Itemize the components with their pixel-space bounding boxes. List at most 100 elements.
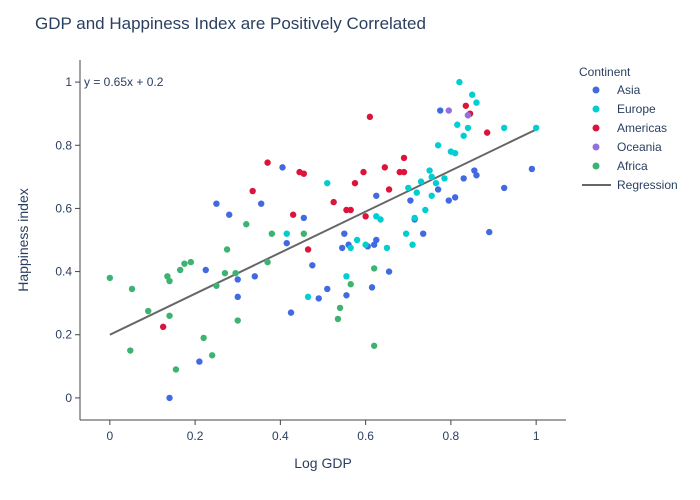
y-tick-label: 0.4 <box>55 265 72 279</box>
point-europe <box>324 179 331 187</box>
y-tick-label: 0.6 <box>55 201 72 215</box>
point-africa <box>370 342 378 349</box>
y-tick-label: 0.8 <box>55 138 72 152</box>
point-oceania <box>464 112 472 119</box>
point-europe <box>362 241 369 248</box>
legend-label-asia: Asia <box>617 83 641 97</box>
point-europe <box>283 230 290 237</box>
point-asia <box>373 236 380 244</box>
point-africa <box>127 347 134 354</box>
point-americas <box>330 198 337 206</box>
point-europe <box>426 167 433 174</box>
legend: Continent Asia Europe Americas Oceania Afric… <box>579 65 678 192</box>
point-africa <box>221 269 229 277</box>
point-africa <box>172 366 180 373</box>
point-africa <box>268 230 276 237</box>
x-axis-title: Log GDP <box>294 455 352 471</box>
point-americas <box>159 323 167 331</box>
point-europe <box>413 189 420 196</box>
point-americas <box>385 186 393 193</box>
point-africa <box>300 230 308 237</box>
point-americas <box>483 129 491 136</box>
point-africa <box>334 315 342 323</box>
point-asia <box>213 200 220 207</box>
point-asia <box>309 262 316 269</box>
point-europe <box>402 230 410 237</box>
point-americas <box>360 168 367 176</box>
x-tick-label: 0.2 <box>187 429 204 443</box>
point-africa <box>208 352 216 359</box>
point-asia <box>373 192 380 199</box>
point-africa <box>106 274 114 282</box>
point-europe <box>456 78 463 86</box>
point-europe <box>417 178 425 185</box>
y-tick-label: 0.2 <box>55 328 72 342</box>
point-americas <box>300 170 308 177</box>
regression-layer <box>109 128 537 336</box>
point-europe <box>383 244 391 252</box>
point-europe <box>343 273 350 280</box>
point-africa <box>176 266 184 274</box>
point-africa <box>264 258 271 266</box>
point-europe <box>428 173 435 181</box>
x-tick-label: 0.8 <box>443 429 460 443</box>
legend-title: Continent <box>579 65 631 79</box>
y-axis-title: Happiness index <box>15 188 31 292</box>
point-americas <box>400 154 408 162</box>
x-tick-label: 0.6 <box>357 429 374 443</box>
point-asia <box>343 292 350 299</box>
point-europe <box>428 192 435 199</box>
point-asia <box>528 165 536 173</box>
point-americas <box>366 113 374 121</box>
point-africa <box>128 285 136 293</box>
point-europe <box>432 179 440 187</box>
point-asia <box>473 172 480 179</box>
point-americas <box>351 179 359 187</box>
regression-equation: y = 0.65x + 0.2 <box>84 75 164 89</box>
point-asia <box>460 175 467 182</box>
point-africa <box>187 258 195 266</box>
point-europe <box>473 99 480 106</box>
point-asia <box>226 211 233 218</box>
point-europe <box>464 124 472 132</box>
point-asia <box>407 197 414 204</box>
point-asia <box>300 214 308 222</box>
point-europe <box>454 121 461 128</box>
chart-title: GDP and Happiness Index are Positively C… <box>35 14 426 33</box>
legend-label-americas: Americas <box>617 121 667 135</box>
point-oceania <box>445 107 452 114</box>
point-europe <box>434 142 442 149</box>
point-asia <box>368 284 376 291</box>
point-europe <box>411 214 418 222</box>
point-europe <box>469 91 476 98</box>
point-americas <box>264 159 271 166</box>
point-asia <box>287 309 295 316</box>
x-tick-label: 1 <box>533 429 540 443</box>
point-europe <box>532 124 540 132</box>
point-asia <box>324 285 331 293</box>
point-africa <box>223 246 231 253</box>
point-asia <box>279 164 286 171</box>
point-asia <box>251 273 258 280</box>
point-asia <box>166 394 173 402</box>
point-africa <box>347 281 354 288</box>
point-europe <box>405 184 412 192</box>
point-asia <box>486 228 493 236</box>
point-europe <box>377 216 384 223</box>
point-americas <box>249 187 256 195</box>
point-africa <box>243 221 250 228</box>
point-europe <box>460 132 467 139</box>
point-asia <box>419 230 427 237</box>
regression-line <box>109 128 537 336</box>
y-tick-label: 0 <box>65 391 72 405</box>
point-asia <box>338 244 346 252</box>
point-europe <box>451 149 459 157</box>
x-tick-label: 0.4 <box>272 429 289 443</box>
point-asia <box>257 200 265 207</box>
legend-marker-asia <box>592 86 600 94</box>
point-americas <box>304 246 312 253</box>
point-africa <box>336 304 344 312</box>
point-europe <box>353 236 361 244</box>
point-europe <box>304 293 312 301</box>
